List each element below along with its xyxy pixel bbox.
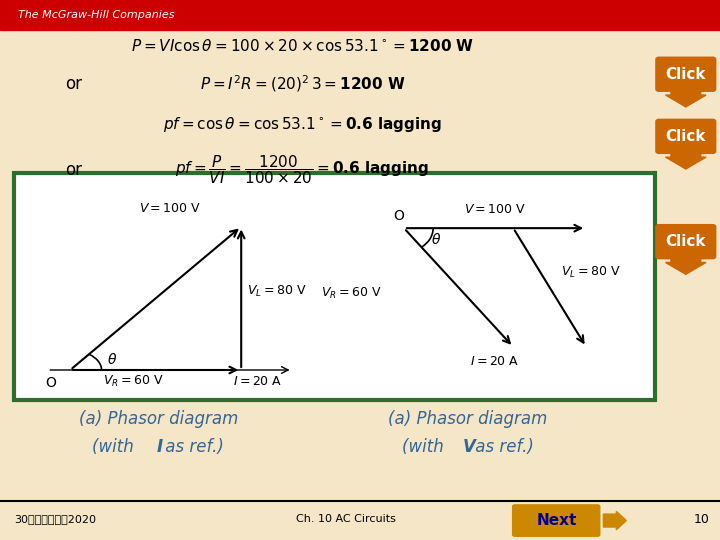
Text: or: or bbox=[65, 75, 82, 93]
FancyArrow shape bbox=[665, 92, 706, 107]
Text: (a) Phasor diagram: (a) Phasor diagram bbox=[78, 409, 238, 428]
Text: O: O bbox=[45, 375, 55, 389]
Text: 10: 10 bbox=[693, 513, 709, 526]
Text: $\theta$: $\theta$ bbox=[431, 233, 441, 247]
Text: $V = 100\ \mathrm{V}$: $V = 100\ \mathrm{V}$ bbox=[139, 202, 201, 215]
Text: Click: Click bbox=[665, 67, 706, 82]
Text: The McGraw-Hill Companies: The McGraw-Hill Companies bbox=[18, 10, 174, 20]
Text: Next: Next bbox=[536, 513, 577, 528]
FancyBboxPatch shape bbox=[656, 57, 716, 91]
FancyArrow shape bbox=[665, 259, 706, 274]
Text: $V_L = 80\ \mathrm{V}$: $V_L = 80\ \mathrm{V}$ bbox=[561, 265, 620, 280]
Text: V: V bbox=[463, 438, 476, 456]
Text: $V = 100\ \mathrm{V}$: $V = 100\ \mathrm{V}$ bbox=[464, 203, 526, 217]
Bar bbox=[0, 0, 720, 30]
Text: I: I bbox=[157, 438, 163, 456]
Text: (with      as ref.): (with as ref.) bbox=[402, 438, 534, 456]
FancyArrow shape bbox=[603, 511, 626, 530]
Text: (a) Phasor diagram: (a) Phasor diagram bbox=[388, 409, 548, 428]
FancyBboxPatch shape bbox=[656, 119, 716, 153]
Text: 30コココココ中2020: 30コココココ中2020 bbox=[14, 515, 96, 524]
Text: $\theta$: $\theta$ bbox=[107, 352, 117, 367]
Text: $P = I^2R = (20)^2\,3 = \mathbf{1200\ W}$: $P = I^2R = (20)^2\,3 = \mathbf{1200\ W}… bbox=[199, 73, 405, 94]
FancyBboxPatch shape bbox=[513, 505, 600, 536]
Text: (with      as ref.): (with as ref.) bbox=[92, 438, 225, 456]
Text: O: O bbox=[393, 210, 404, 223]
Text: $I = 20\ \mathrm{A}$: $I = 20\ \mathrm{A}$ bbox=[470, 355, 520, 368]
Text: Click: Click bbox=[665, 129, 706, 144]
Text: $P = VI\cos\theta = 100\times 20\times \cos 53.1^\circ = \mathbf{1200\ W}$: $P = VI\cos\theta = 100\times 20\times \… bbox=[131, 38, 474, 54]
Text: Click: Click bbox=[665, 234, 706, 249]
Text: $V_R = 60\ \mathrm{V}$: $V_R = 60\ \mathrm{V}$ bbox=[102, 374, 163, 389]
Text: $V_R = 60\ \mathrm{V}$: $V_R = 60\ \mathrm{V}$ bbox=[321, 286, 382, 301]
Text: or: or bbox=[65, 161, 82, 179]
Text: $I = 20\ \mathrm{A}$: $I = 20\ \mathrm{A}$ bbox=[233, 375, 282, 388]
Text: $pf = \dfrac{P}{VI} = \dfrac{1200}{100\times 20} = \mathbf{0.6\ lagging}$: $pf = \dfrac{P}{VI} = \dfrac{1200}{100\t… bbox=[176, 154, 429, 186]
FancyArrow shape bbox=[665, 154, 706, 169]
Text: $V_L = 80\ \mathrm{V}$: $V_L = 80\ \mathrm{V}$ bbox=[247, 284, 307, 299]
FancyBboxPatch shape bbox=[656, 225, 716, 259]
Text: $pf = \cos\theta = \cos 53.1^\circ = \mathbf{0.6\ lagging}$: $pf = \cos\theta = \cos 53.1^\circ = \ma… bbox=[163, 114, 442, 134]
Bar bbox=[14, 173, 655, 400]
Text: Ch. 10 AC Circuits: Ch. 10 AC Circuits bbox=[296, 515, 395, 524]
